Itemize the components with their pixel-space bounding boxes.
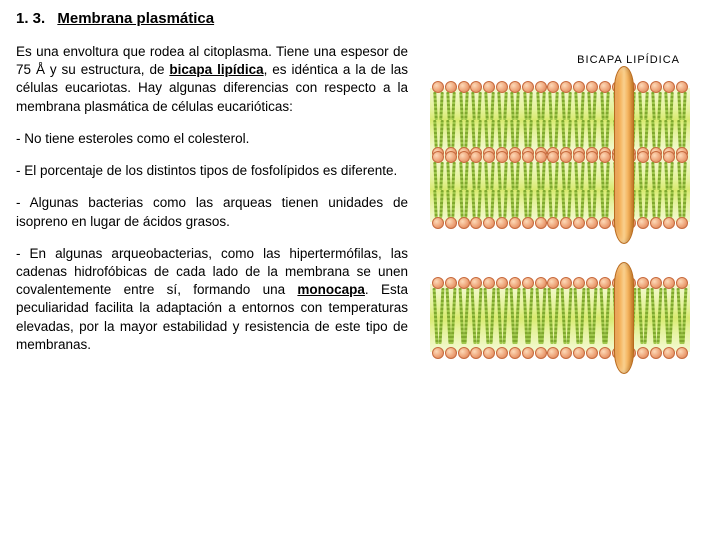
tails-row (430, 162, 690, 190)
intro-paragraph: Es una envoltura que rodea al citoplasma… (16, 43, 408, 116)
transmembrane-protein (614, 66, 634, 244)
term-monocapa: monocapa (297, 282, 365, 297)
bullet-3: - Algunas bacterias como las arqueas tie… (16, 194, 408, 230)
transmembrane-protein (614, 262, 634, 374)
tails-row (430, 92, 690, 120)
bilayer-top-leaflet (430, 88, 690, 152)
tails-row (430, 190, 690, 218)
section-heading: 1. 3. Membrana plasmática (16, 10, 408, 27)
term-bicapa: bicapa lipídica (169, 62, 263, 77)
text-column: 1. 3. Membrana plasmática Es una envoltu… (16, 10, 408, 530)
bullet-2: - El porcentaje de los distintos tipos d… (16, 162, 408, 180)
tails-row (430, 288, 690, 344)
heading-number: 1. 3. (16, 10, 45, 27)
bilayer-bottom-leaflet (430, 158, 690, 222)
heads-row (430, 347, 690, 359)
bilayer-diagram (430, 88, 690, 222)
tails-row (430, 120, 690, 148)
heads-row (430, 217, 690, 229)
label-bilayer: BICAPA LIPÍDICA (577, 54, 680, 66)
monolayer-body (430, 284, 690, 352)
bullet-1: - No tiene esteroles como el colesterol. (16, 130, 408, 148)
monolayer-diagram (430, 284, 690, 352)
figure-column: BICAPA LIPÍDICA MONOCAPA LIPÍDICA (424, 10, 704, 530)
heading-title: Membrana plasmática (57, 10, 214, 27)
bullet-4: - En algunas arqueobacterias, como las h… (16, 245, 408, 354)
